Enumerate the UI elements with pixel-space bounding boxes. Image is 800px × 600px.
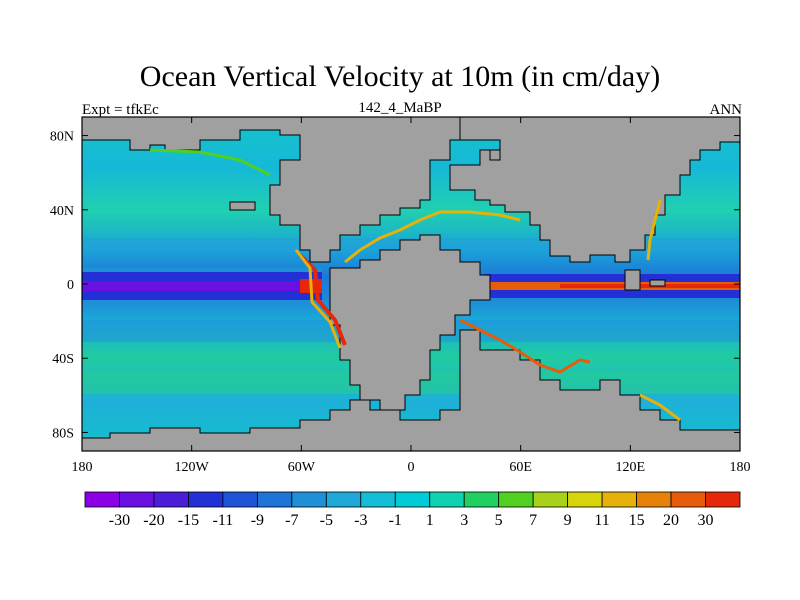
colorbar-label-5: -7 (285, 512, 298, 529)
colorbar-box-12 (498, 491, 534, 508)
colorbar: -30 -20 -15 -11 -9 -7 -5 -3 -1 1 3 5 7 9 11 15 20 30 (84, 491, 741, 529)
pacific-equatorial-rim-bottom (82, 300, 322, 304)
colorbar-label-13: 9 (564, 512, 572, 529)
coastal-upwelling-south-asia (459, 318, 591, 374)
colorbar-label-14: 11 (594, 512, 609, 529)
colorbar-label-17: 30 (698, 512, 714, 529)
land-island-east-2 (649, 279, 666, 287)
x-tick-label-1: 120W (175, 460, 210, 475)
x-tick-label-0: 180 (72, 460, 93, 475)
coastal-upwelling-south-margin (639, 393, 681, 422)
coastal-upwelling (149, 148, 681, 422)
colorbar-box-2 (153, 491, 189, 508)
colorbar-box-1 (119, 491, 155, 508)
coastal-upwelling-east-margin (646, 199, 662, 261)
pacific-equatorial-band-core (82, 281, 312, 291)
pacific-equatorial-rim-top (82, 268, 322, 272)
colorbar-box-8 (360, 491, 396, 508)
period-label: 142_4_MaBP (358, 100, 442, 116)
land-island-north-1 (489, 149, 501, 161)
y-tick-label-0: 80N (50, 130, 74, 145)
colorbar-label-2: -15 (178, 512, 199, 529)
colorbar-label-9: 1 (426, 512, 434, 529)
land-eurasia (449, 116, 741, 263)
land-north-america (81, 116, 471, 263)
colorbar-box-5 (256, 491, 293, 508)
land-island-east (624, 269, 641, 291)
land-south-america-africa (329, 234, 491, 411)
chart-title: Ocean Vertical Velocity at 10m (in cm/da… (139, 60, 661, 93)
colorbar-label-1: -20 (143, 512, 164, 529)
colorbar-box-4 (222, 491, 258, 508)
coastal-upwelling-north-pacific (149, 148, 271, 177)
colorbar-box-7 (325, 491, 362, 508)
coastal-upwelling-west-americas-halo (294, 249, 342, 349)
colorbar-box-13 (532, 491, 569, 508)
colorbar-box-18 (705, 491, 741, 508)
colorbar-label-0: -30 (109, 512, 130, 529)
colorbar-label-12: 7 (529, 512, 537, 529)
colorbar-box-16 (636, 491, 672, 508)
x-tick-label-6: 180 (730, 460, 751, 475)
land-antarctica-australia (81, 329, 741, 452)
colorbar-label-15: 15 (629, 512, 645, 529)
colorbar-box-15 (601, 491, 637, 508)
y-tick-label-2: 0 (67, 278, 74, 293)
colorbar-label-11: 5 (495, 512, 503, 529)
land-masses (81, 116, 741, 452)
colorbar-box-17 (670, 491, 706, 508)
coastal-upwelling-north-rim (344, 210, 521, 264)
colorbar-label-16: 20 (663, 512, 679, 529)
colorbar-label-4: -9 (251, 512, 264, 529)
x-tick-label-4: 60E (509, 460, 532, 475)
colorbar-box-14 (567, 491, 603, 508)
colorbar-label-10: 3 (460, 512, 468, 529)
season-label: ANN (709, 102, 743, 118)
coastal-upwelling-west-americas (298, 253, 347, 346)
colorbar-box-10 (429, 491, 465, 508)
y-tick-label-1: 40N (50, 204, 74, 219)
colorbar-label-3: -11 (213, 512, 234, 529)
x-tick-label-2: 60W (288, 460, 316, 475)
colorbar-box-3 (188, 491, 224, 508)
colorbar-label-8: -1 (389, 512, 402, 529)
x-tick-label-5: 120E (616, 460, 646, 475)
colorbar-label-7: -3 (354, 512, 367, 529)
x-tick-label-3: 0 (408, 460, 415, 475)
colorbar-box-9 (394, 491, 431, 508)
colorbar-label-6: -5 (320, 512, 333, 529)
experiment-label: Expt = tfkEc (82, 102, 159, 118)
x-axis-ticks: 180 120W 60W 0 60E 120E 180 (72, 117, 751, 475)
colorbar-box-0 (84, 491, 120, 508)
land-island-west (229, 201, 256, 211)
colorbar-box-11 (463, 491, 500, 508)
y-tick-label-3: 40S (52, 352, 74, 367)
y-tick-label-4: 80S (52, 426, 74, 441)
colorbar-box-6 (291, 491, 327, 508)
y-axis-ticks: 80N 40N 0 40S 80S (50, 130, 740, 441)
